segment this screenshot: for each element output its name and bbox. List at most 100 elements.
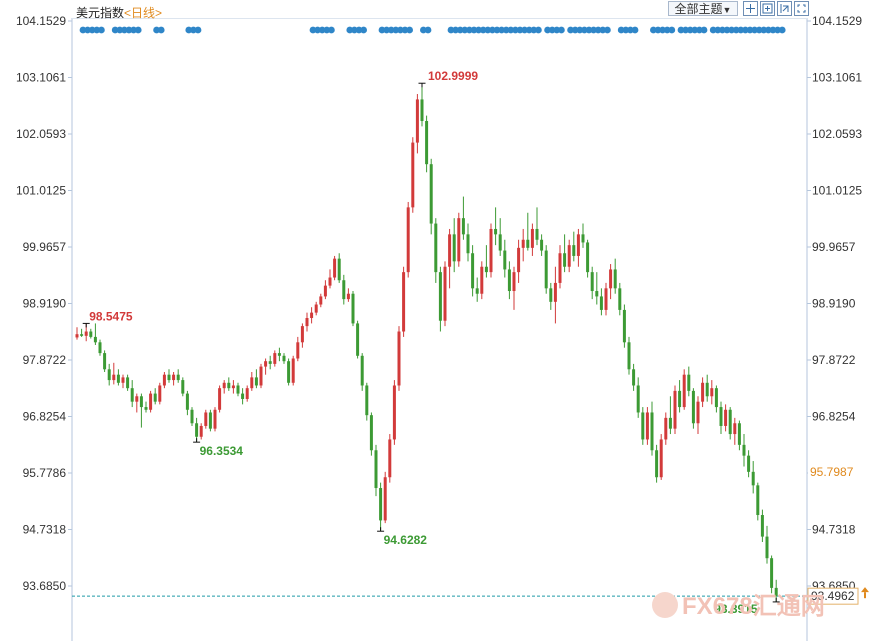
candle-body [116,374,120,383]
candle-body [268,361,272,364]
candle-body [747,455,751,472]
candle-body [84,331,88,336]
y-tick-label: 96.8254 [23,410,67,424]
candle-body [158,385,162,402]
candle-body [374,450,378,489]
candle-body [448,234,452,267]
candle-body [668,417,672,429]
candle-body [627,342,631,370]
candle-body [287,361,291,383]
candle-body [572,245,576,256]
candle-body [250,377,254,389]
candle-body [425,121,429,165]
candle-body [650,412,654,451]
y-tick-label: 101.0125 [16,184,66,198]
candle-body [756,485,760,516]
candle-body [218,388,222,410]
candle-body [130,388,134,402]
candle-body [273,353,277,364]
reset-view-icon[interactable] [777,1,792,16]
y-tick-label: 103.1061 [812,71,862,85]
candle-body [264,361,268,367]
zoom-in-icon[interactable] [760,1,775,16]
candle-body [563,253,567,267]
candle-body [245,388,249,399]
candle-body [126,377,130,389]
candle-body [645,412,649,440]
candle-body [512,272,516,292]
candle-body [167,374,171,381]
y-tick-label: 97.8722 [23,353,67,367]
candle-body [452,234,456,262]
left-axis-ticks: 104.1529 103.1061 102.0593 101.0125 99.9657 9… [16,14,72,593]
crosshair-icon[interactable] [743,1,758,16]
candle-body [411,142,415,208]
candle-body [558,253,562,283]
candle-body [742,444,746,456]
event-dot [535,26,542,34]
candle-body [162,374,166,386]
candle-body [351,293,355,324]
candle-body [530,228,534,248]
low2-annotation-label: 94.6282 [384,533,428,547]
candle-body [595,291,599,297]
marker-tag-bg [808,463,860,480]
candle-body [328,277,332,286]
event-dot [157,26,165,34]
candle-body [590,272,594,292]
candle-body [310,312,314,319]
candle-body [103,353,107,370]
candle-body [618,288,622,310]
candle-body [392,385,396,440]
expand-icon[interactable] [794,1,809,16]
candle-body [691,390,695,424]
marker-price-tag: 95.7987 [810,465,854,479]
candle-body [98,342,102,354]
candle-body [195,423,199,437]
candle-body [300,326,304,343]
event-dot [328,26,335,34]
theme-select-button[interactable]: 全部主题▼ [668,1,738,16]
candle-body [609,269,613,289]
candle-body [613,269,617,289]
candle-body [227,382,231,389]
candle-body [701,382,705,402]
candle-body [181,380,185,394]
candle-body [144,407,148,410]
candle-body [222,382,226,389]
candle-body [383,477,387,521]
candle-body [135,396,139,402]
watermark-text: FX678汇通网 [682,593,825,620]
candle-body [356,323,360,356]
candle-body [687,374,691,391]
y-tick-label: 94.7318 [23,523,67,537]
up-arrow-icon [861,587,869,593]
event-dot [700,26,708,34]
candle-body [724,409,728,426]
candle-body [231,385,235,389]
last-low-annotation-label: 93.3915 [714,602,758,616]
y-tick-label: 96.8254 [812,410,856,424]
candle-body [526,239,530,248]
candle-body [388,439,392,478]
low1-annotation-label: 96.3534 [200,444,244,458]
candle-body [314,304,318,313]
candle-body [540,239,544,251]
candle-body [241,393,245,399]
candle-body [429,164,433,224]
event-dot [98,26,105,34]
candle-body [323,285,327,297]
candle-body [719,407,723,426]
candle-body [461,218,465,235]
candle-body [480,266,484,294]
y-tick-label: 95.7786 [23,466,67,480]
candle-body [291,358,295,383]
annotations: 102.9999 98.5475 96.3534 94.6282 93.3915 [82,69,780,616]
candle-body [567,245,571,267]
candle-body [765,536,769,559]
candle-body [475,288,479,294]
period-label[interactable]: <日线> [124,6,163,20]
candle-body [622,309,626,343]
candle-body [770,558,774,588]
